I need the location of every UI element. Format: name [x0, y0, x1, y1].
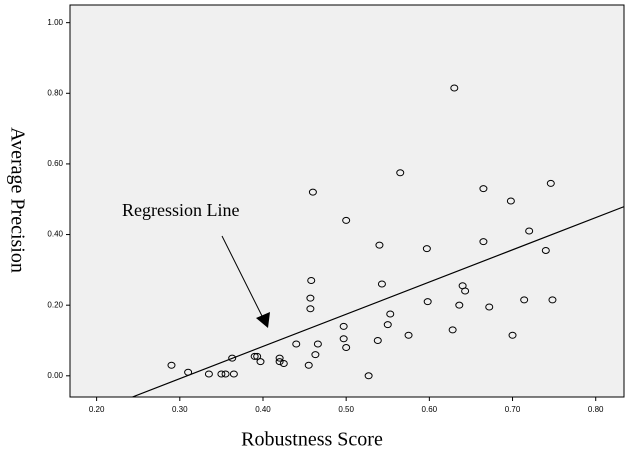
- scatter-point: [422, 245, 431, 253]
- scatter-point: [383, 321, 392, 329]
- scatter-point: [541, 246, 550, 254]
- x-tick-label: 0.70: [505, 405, 521, 414]
- scatter-point: [339, 335, 348, 343]
- scatter-point: [386, 310, 395, 318]
- scatter-point: [307, 276, 316, 284]
- scatter-point: [479, 238, 488, 246]
- annotation-arrow: [221, 235, 263, 317]
- y-tick-label: 0.80: [47, 88, 63, 97]
- scatter-point: [546, 179, 555, 187]
- scatter-point: [364, 372, 373, 380]
- y-tick-label: 0.60: [47, 159, 63, 168]
- scatter-point: [304, 361, 313, 369]
- x-tick-label: 0.20: [89, 405, 105, 414]
- scatter-point: [373, 336, 382, 344]
- scatter-point: [548, 296, 557, 304]
- scatter-point: [204, 370, 213, 378]
- scatter-point: [520, 296, 529, 304]
- scatter-point: [423, 298, 432, 306]
- scatter-point: [253, 352, 262, 360]
- scatter-point: [404, 331, 413, 339]
- scatter-point: [508, 331, 517, 339]
- plot-area: [69, 4, 625, 398]
- scatter-point: [306, 294, 315, 302]
- regression-line: [132, 206, 624, 397]
- scatter-point: [342, 216, 351, 224]
- y-tick-label: 1.00: [47, 18, 63, 27]
- x-tick-label: 0.30: [172, 405, 188, 414]
- scatter-point: [275, 358, 284, 366]
- arrow-head: [256, 312, 270, 328]
- x-tick-label: 0.80: [588, 405, 604, 414]
- x-tick-label: 0.60: [422, 405, 438, 414]
- scatter-point: [448, 326, 457, 334]
- scatter-point: [455, 301, 464, 309]
- scatter-point: [450, 84, 459, 92]
- scatter-point: [525, 227, 534, 235]
- scatter-point: [339, 322, 348, 330]
- scatter-point: [275, 354, 284, 362]
- scatter-point: [311, 351, 320, 359]
- scatter-point: [342, 344, 351, 352]
- scatter-point: [375, 241, 384, 249]
- y-tick-label: 0.00: [47, 371, 63, 380]
- scatter-point: [279, 359, 288, 367]
- scatter-point: [461, 287, 470, 295]
- annotation: Regression Line: [122, 200, 239, 220]
- scatter-point: [485, 303, 494, 311]
- y-tick-label: 0.20: [47, 300, 63, 309]
- scatter-point: [377, 280, 386, 288]
- scatter-point: [479, 185, 488, 193]
- scatter-point: [167, 361, 176, 369]
- x-tick-label: 0.50: [338, 405, 354, 414]
- scatter-point: [221, 370, 230, 378]
- x-axis-title: Robustness Score: [241, 429, 383, 451]
- scatter-point: [228, 354, 237, 362]
- scatter-point: [184, 368, 193, 376]
- y-axis-title: Average Precision: [6, 127, 28, 273]
- scatter-point: [256, 358, 265, 366]
- scatter-point: [306, 305, 315, 313]
- scatter-point: [313, 340, 322, 348]
- scatter-point: [292, 340, 301, 348]
- scatter-point: [506, 197, 515, 205]
- scatter-point: [250, 352, 259, 360]
- scatter-point: [217, 370, 226, 378]
- scatter-point: [308, 188, 317, 196]
- scatter-point: [396, 169, 405, 177]
- scatter-point: [229, 370, 238, 378]
- x-tick-label: 0.40: [255, 405, 271, 414]
- y-tick-label: 0.40: [47, 230, 63, 239]
